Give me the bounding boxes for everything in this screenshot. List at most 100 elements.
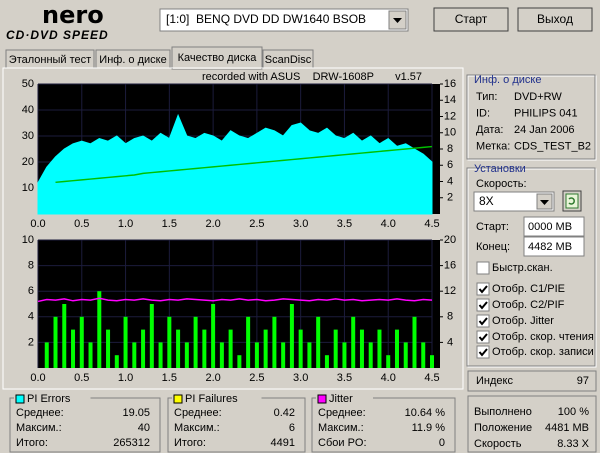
- bar: [403, 342, 408, 368]
- disc-info-border: [466, 74, 596, 160]
- y2-tick-label: 4: [447, 336, 453, 348]
- x-tick-label: 4.0: [381, 372, 396, 384]
- checkbox-label: Отобр. скор. чтения: [492, 331, 594, 343]
- disc-info-title: Инф. о диске: [474, 74, 541, 86]
- bar: [158, 342, 163, 368]
- exit-button-label: Выход: [537, 12, 573, 26]
- speed-label: Скорость:: [476, 178, 527, 190]
- checkbox-box: [476, 261, 490, 275]
- index-label: Индекс: [476, 375, 513, 387]
- checkbox[interactable]: Отобр. скор. записи: [476, 345, 594, 359]
- checkbox-label: Отобр. скор. записи: [492, 346, 594, 358]
- stats-swatch: [317, 394, 327, 404]
- x-tick-label: 3.0: [293, 218, 308, 230]
- bar: [176, 329, 181, 368]
- stats: PI Errors Среднее: 19.05 Максим.: 40 Итого: 26…: [9, 393, 456, 453]
- checkbox-label: Отобр. C1/PIE: [492, 283, 565, 295]
- y2-tick-label: 10: [444, 127, 456, 139]
- stats-value: 265312: [113, 437, 150, 449]
- bar: [44, 342, 49, 368]
- stats-value: 6: [289, 422, 295, 434]
- bar: [281, 342, 286, 368]
- stats-title: PI Failures: [185, 393, 238, 405]
- bar: [333, 329, 338, 368]
- bar: [123, 316, 128, 368]
- y2-tick-label: 14: [444, 94, 456, 106]
- y2-tick-label: 8: [447, 311, 453, 323]
- progress-rows: Выполнено 100 % Положение 4481 MB Скорость 8.…: [474, 406, 590, 450]
- y-tick-label: 10: [22, 182, 34, 194]
- stats-value: 0: [439, 437, 445, 449]
- stats-value: 19.05: [122, 407, 150, 419]
- x-tick-label: 4.5: [424, 372, 439, 384]
- y-tick-label: 30: [22, 130, 34, 142]
- progress-value: 100 %: [558, 406, 589, 418]
- bar: [141, 329, 146, 368]
- bar: [167, 316, 172, 368]
- y2-tick-label: 16: [444, 260, 456, 272]
- checkbox-check: [478, 348, 488, 357]
- stats-value: 10.64 %: [405, 407, 446, 419]
- plot-area: [38, 240, 440, 368]
- bar: [97, 291, 102, 368]
- checkbox-check: [478, 285, 488, 294]
- checkbox[interactable]: Отобр. C2/PIF: [476, 298, 565, 312]
- drive-select[interactable]: [1:0] BENQ DVD DD DW1640 BSOB: [159, 8, 409, 32]
- y-tick-label: 20: [22, 156, 34, 168]
- x-tick-label: 1.5: [162, 372, 177, 384]
- checkbox-check: [478, 333, 488, 342]
- checkbox[interactable]: Быстр.скан.: [476, 261, 553, 275]
- bar: [342, 342, 347, 368]
- checkbox[interactable]: Отобр. C1/PIE: [476, 282, 565, 296]
- line: [37, 297, 433, 303]
- x-tick-label: 2.5: [249, 218, 264, 230]
- end-label: Конец:: [476, 241, 510, 253]
- bar: [351, 316, 356, 368]
- y-tick-label: 2: [28, 336, 34, 348]
- settings-box: [467, 168, 597, 368]
- start-button[interactable]: Старт: [433, 7, 509, 32]
- tab-panel: [2, 67, 464, 390]
- checkbox-label: Отобр. Jitter: [492, 315, 554, 327]
- line: [55, 145, 433, 184]
- checkbox-label: Отобр. C2/PIF: [492, 299, 565, 311]
- exit-button[interactable]: Выход: [517, 7, 593, 32]
- stats-label: Итого:: [174, 437, 206, 449]
- y2-tick-label: 12: [444, 110, 456, 122]
- bar: [62, 304, 67, 368]
- checkbox[interactable]: Отобр. Jitter: [476, 314, 554, 328]
- stats-title-bg: [14, 393, 91, 405]
- x-tick-label: 3.0: [293, 372, 308, 384]
- tab[interactable]: ScanDisc: [262, 49, 314, 69]
- stats-value: 11.9 %: [412, 422, 446, 434]
- progress-box: [467, 395, 597, 453]
- y2-tick-label: 2: [447, 192, 453, 204]
- tab[interactable]: Качество диска: [171, 46, 263, 70]
- end-input[interactable]: 4482 MB: [523, 236, 585, 257]
- x-tick-label: 0.5: [74, 218, 89, 230]
- tab[interactable]: Инф. о диске: [95, 49, 171, 69]
- x-tick-label: 1.0: [118, 372, 133, 384]
- checkbox-box: [476, 345, 490, 359]
- progress-label: Положение: [474, 422, 532, 434]
- checkbox-check: [478, 301, 488, 310]
- settings-title: Установки: [474, 163, 526, 175]
- checkbox[interactable]: Отобр. скор. чтения: [476, 330, 594, 344]
- tab-bar: Эталонный тест Инф. о диске Качество диска…: [5, 46, 314, 70]
- start-input[interactable]: 0000 MB: [523, 216, 585, 237]
- tab-label: Качество диска: [178, 52, 258, 64]
- x-tick-label: 4.0: [381, 218, 396, 230]
- bar: [228, 329, 233, 368]
- bar: [246, 316, 251, 368]
- tab[interactable]: Эталонный тест: [5, 49, 95, 69]
- progress-value: 4481 MB: [545, 422, 589, 434]
- checkbox-list: Быстр.скан. Отобр. C1/PIE Отобр. C2/PIF Ото…: [476, 261, 594, 359]
- speed-value: 8X: [479, 194, 494, 208]
- bar: [359, 329, 364, 368]
- x-tick-label: 0.5: [74, 372, 89, 384]
- speed-select[interactable]: 8X: [473, 191, 555, 212]
- refresh-button[interactable]: [562, 190, 582, 212]
- stats-title-bg: [172, 393, 262, 405]
- stats-label: Среднее:: [318, 407, 366, 419]
